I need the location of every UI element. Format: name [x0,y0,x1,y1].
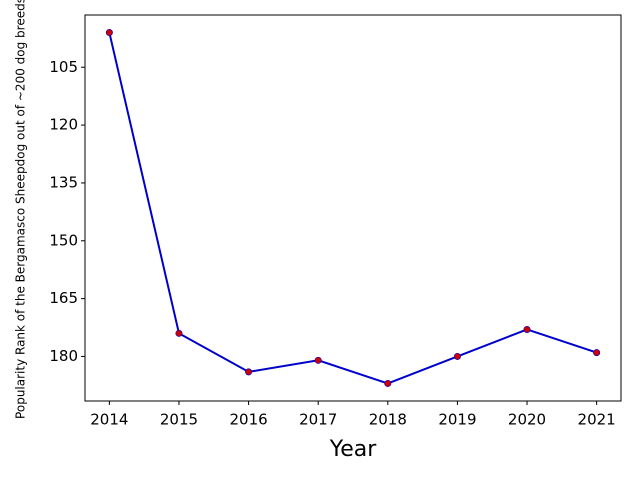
x-tick-label: 2014 [90,411,128,429]
x-tick-label: 2020 [508,411,546,429]
y-tick-label: 135 [49,173,78,191]
line [108,32,597,385]
y-axis-label: Popularity Rank of the Bergamasco Sheepd… [14,0,28,419]
y-tick-label: 105 [49,58,78,76]
x-tick-label: 2019 [438,411,476,429]
point [314,356,322,364]
y-tick-label: 120 [49,116,78,134]
point [245,368,253,376]
x-tick-label: 2021 [578,411,616,429]
x-axis-label: Year [329,437,378,462]
x-tick-label: 2015 [160,411,198,429]
point [105,29,113,37]
point [453,352,461,360]
x-tick-label: 2018 [369,411,407,429]
point [593,349,601,357]
y-tick-label: 180 [49,347,78,365]
x-tick-label: 2016 [229,411,267,429]
point [175,329,183,337]
y-tick-label: 150 [49,231,78,249]
point [384,379,392,387]
point [523,325,531,333]
y-tick-label: 165 [49,289,78,307]
plot-frame [84,14,622,402]
x-tick-label: 2017 [299,411,337,429]
